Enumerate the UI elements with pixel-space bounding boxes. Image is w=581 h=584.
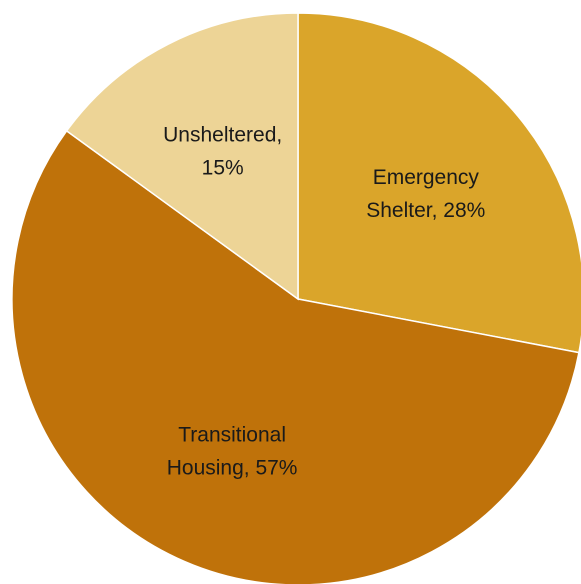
pie-label-line: 15% — [202, 157, 244, 180]
pie-slices — [11, 12, 581, 584]
pie-label-transitional: Transitional Housing, 57% — [167, 424, 298, 480]
pie-slice-transitional — [11, 129, 580, 584]
pie-slice-unsheltered — [65, 12, 299, 301]
pie-label-line: Shelter, 28% — [366, 199, 485, 222]
pie-label-line: Emergency — [373, 166, 480, 189]
pie-slice-emergency — [297, 12, 581, 354]
pie-label-line: Transitional — [178, 424, 286, 447]
pie-label-line: Housing, 57% — [167, 457, 298, 480]
pie-label-unsheltered: Unsheltered, 15% — [163, 124, 282, 180]
pie-label-line: Unsheltered, — [163, 124, 282, 147]
pie-label-emergency: Emergency Shelter, 28% — [366, 166, 485, 222]
pie-labels: Emergency Shelter, 28% Transitional Housing… — [163, 124, 485, 480]
